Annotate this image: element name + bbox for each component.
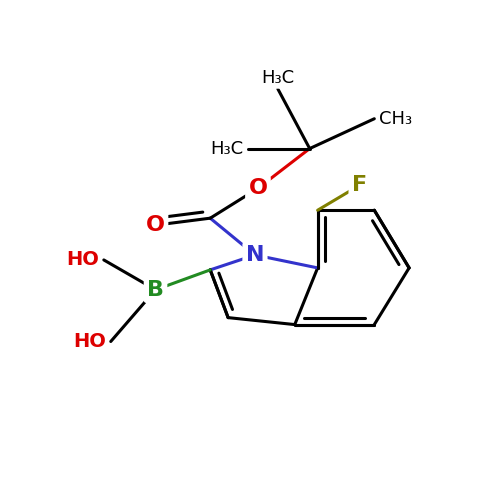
Text: F: F bbox=[352, 176, 367, 196]
Text: H₃C: H₃C bbox=[262, 69, 294, 87]
Text: O: O bbox=[146, 215, 165, 235]
Text: N: N bbox=[246, 245, 264, 265]
Text: O: O bbox=[248, 178, 268, 199]
Text: B: B bbox=[147, 280, 164, 300]
Text: H₃C: H₃C bbox=[210, 140, 243, 158]
Text: HO: HO bbox=[73, 332, 106, 351]
Text: CH₃: CH₃ bbox=[380, 110, 412, 128]
Text: HO: HO bbox=[66, 250, 99, 270]
